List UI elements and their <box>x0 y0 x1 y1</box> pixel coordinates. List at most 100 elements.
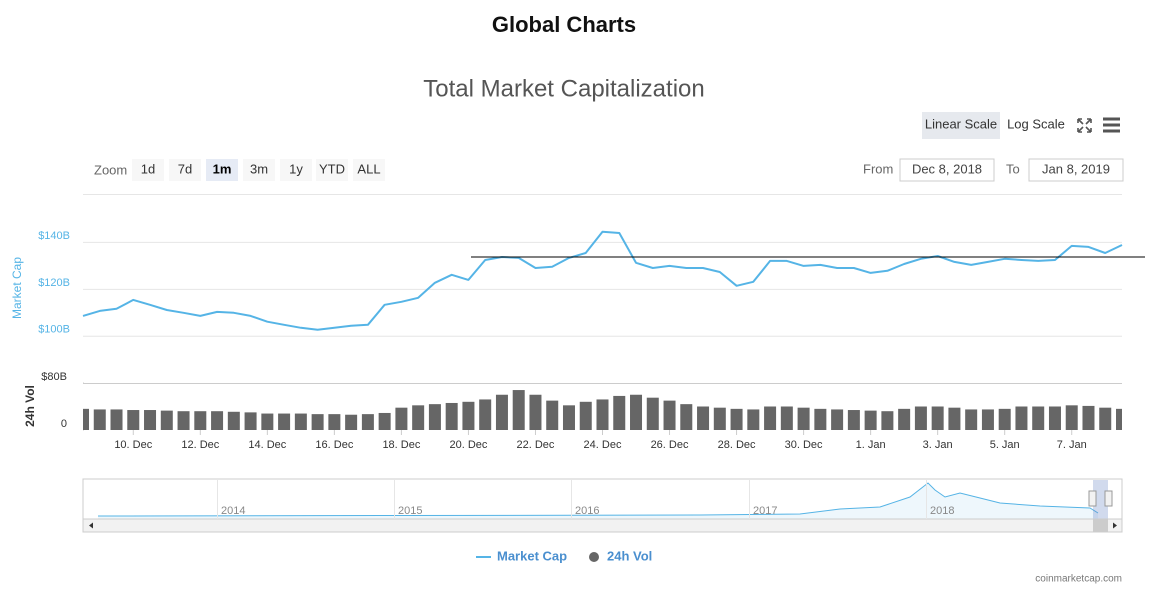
x-tick-label: 22. Dec <box>517 439 555 451</box>
volume-bar <box>948 407 961 430</box>
from-label: From <box>863 161 893 176</box>
volume-bar <box>1099 407 1112 430</box>
to-date: Jan 8, 2019 <box>1042 161 1110 176</box>
navigator-year: 2017 <box>753 505 777 517</box>
x-tick-label: 20. Dec <box>449 439 487 451</box>
volume-bar <box>227 411 240 430</box>
scale-button[interactable]: Log Scale <box>1007 116 1065 131</box>
menu-icon[interactable] <box>1103 117 1120 133</box>
zoom-button[interactable] <box>132 159 164 181</box>
navigator-year: 2014 <box>221 505 245 517</box>
zoom-button-label: YTD <box>319 161 345 176</box>
volume-bar <box>613 395 626 430</box>
volume-bar <box>831 409 844 430</box>
volume-bar <box>898 408 911 430</box>
x-tick-label: 18. Dec <box>382 439 420 451</box>
volume-bar <box>847 410 860 430</box>
volume-bar <box>378 412 391 430</box>
volume-bar <box>596 399 609 430</box>
volume-bar <box>160 410 173 430</box>
fullscreen-icon[interactable] <box>1077 118 1092 133</box>
y-tick-label: $140B <box>38 230 70 242</box>
navigator-selection[interactable] <box>1093 480 1108 519</box>
volume-bar <box>780 406 793 430</box>
zoom-button[interactable] <box>169 159 201 181</box>
volume-bar <box>311 414 324 430</box>
chart-title: Total Market Capitalization <box>423 75 704 102</box>
scale-button[interactable]: Linear Scale <box>925 116 997 131</box>
zoom-button-label: 1d <box>141 161 155 176</box>
volume-bar <box>83 408 89 430</box>
volume-bar <box>261 413 274 430</box>
volume-bar <box>328 414 341 430</box>
legend-label[interactable]: 24h Vol <box>607 548 652 563</box>
volume-bar <box>546 400 559 430</box>
legend-label[interactable]: Market Cap <box>497 548 567 563</box>
volume-bar <box>428 404 441 430</box>
zoom-label: Zoom <box>94 162 127 177</box>
volume-bar <box>713 407 726 430</box>
volume-bar <box>294 413 307 430</box>
navigator-year: 2018 <box>930 505 954 517</box>
legend-symbol[interactable] <box>589 552 599 562</box>
volume-bar <box>1065 405 1078 430</box>
y2-axis-title: 24h Vol <box>23 385 37 427</box>
scrollbar[interactable] <box>82 518 1123 533</box>
volume-bar <box>495 394 508 430</box>
scroll-right[interactable] <box>1113 522 1117 529</box>
navigator-area <box>98 483 1098 519</box>
from-date: Dec 8, 2018 <box>912 161 982 176</box>
volume-bar <box>479 399 492 430</box>
to-input[interactable] <box>1028 158 1124 182</box>
volume-bar <box>278 413 291 430</box>
volume-bar <box>110 409 123 430</box>
x-tick-label: 7. Jan <box>1057 439 1087 451</box>
volume-bar <box>395 407 408 430</box>
volume-bar <box>194 411 207 430</box>
market-cap-line <box>82 230 1123 331</box>
volume-bar <box>764 406 777 430</box>
volume-bar <box>814 408 827 430</box>
zoom-button[interactable] <box>316 159 348 181</box>
volume-bar <box>412 405 425 430</box>
volume-bar <box>914 406 927 430</box>
volume-bar <box>730 408 743 430</box>
y-tick-label: $100B <box>38 324 70 336</box>
x-tick-label: 14. Dec <box>248 439 286 451</box>
volume-bar <box>1116 408 1122 430</box>
y2-tick-label: $80B <box>41 371 67 383</box>
volume-bar <box>127 410 140 430</box>
volume-bar <box>562 405 575 430</box>
zoom-button[interactable] <box>206 159 238 181</box>
zoom-button[interactable] <box>280 159 312 181</box>
zoom-buttons: 1d 7d 1m 3m 1y YTD ALL <box>132 159 385 181</box>
navigator-year: 2016 <box>575 505 599 517</box>
x-tick-label: 16. Dec <box>315 439 353 451</box>
credit: coinmarketcap.com <box>1035 574 1122 585</box>
x-tick-label: 24. Dec <box>584 439 622 451</box>
zoom-button-label: 1y <box>289 161 303 176</box>
x-tick-label: 12. Dec <box>181 439 219 451</box>
scrollbar-thumb[interactable] <box>1093 519 1108 532</box>
volume-bar <box>93 409 106 430</box>
navigator-handle[interactable] <box>1104 490 1113 507</box>
scale-button-bg <box>922 112 1000 139</box>
page-title: Global Charts <box>492 12 636 37</box>
volume-bar <box>697 406 710 430</box>
navigator-years: 2014 2015 2016 2017 2018 <box>217 480 954 519</box>
volume-bar <box>864 410 877 430</box>
volume-bar <box>144 410 157 430</box>
volume-bar <box>646 397 659 430</box>
zoom-button[interactable] <box>243 159 275 181</box>
zoom-button[interactable] <box>353 159 385 181</box>
navigator-handle[interactable] <box>1088 490 1097 507</box>
volume-bar <box>680 404 693 430</box>
y-tick-label: $120B <box>38 277 70 289</box>
to-label: To <box>1006 161 1020 176</box>
from-input[interactable] <box>899 158 995 182</box>
volume-bar <box>747 409 760 430</box>
x-tick-label: 28. Dec <box>718 439 756 451</box>
scroll-left[interactable] <box>89 522 93 529</box>
volume-bar <box>981 409 994 430</box>
